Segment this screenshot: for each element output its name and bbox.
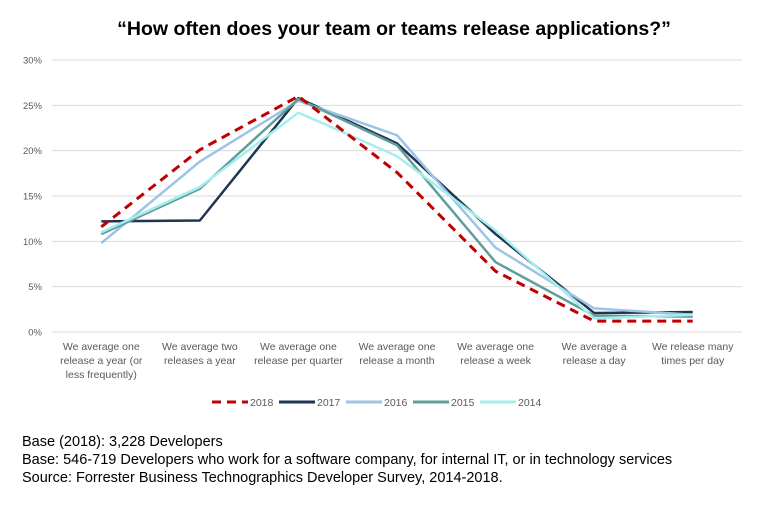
base-note: Base: 546-719 Developers who work for a … <box>22 452 673 468</box>
x-tick-label: We average one release a week <box>457 341 534 367</box>
legend-label-2018: 2018 <box>250 397 274 409</box>
x-tick-label: We average one release a year (or less f… <box>60 341 143 381</box>
series-line-2015 <box>100 97 693 318</box>
y-tick-label: 10% <box>23 237 43 248</box>
chart-title: “How often does your team or teams relea… <box>117 18 671 40</box>
x-tick-label: We average one release per quarter <box>254 341 343 367</box>
y-tick-label: 25% <box>23 101 43 112</box>
series-line-2014 <box>100 111 693 320</box>
x-tick-label: We release many times per day <box>651 341 734 367</box>
series-line-2017 <box>101 96 693 315</box>
chart-notes: Base (2018): 3,228 Developers Base: 546-… <box>22 433 722 487</box>
legend-label-2017: 2017 <box>317 397 341 409</box>
y-tick-label: 20% <box>23 146 43 157</box>
y-tick-label: 30% <box>23 56 43 67</box>
y-tick-label: 5% <box>28 282 42 293</box>
x-tick-label: We average two releases a year <box>162 341 238 367</box>
legend-label-2015: 2015 <box>451 397 475 409</box>
y-tick-label: 15% <box>23 192 43 203</box>
base-note-2018: Base (2018): 3,228 Developers <box>22 434 223 450</box>
legend-label-2016: 2016 <box>384 397 408 409</box>
legend-label-2014: 2014 <box>518 397 542 409</box>
series-line-2018 <box>100 94 693 323</box>
series-line-2016 <box>100 99 693 317</box>
y-tick-label: 0% <box>28 328 42 339</box>
x-tick-label: We average one release a month <box>358 341 436 367</box>
x-tick-label: We average a release a day <box>561 341 627 367</box>
source-note: Source: Forrester Business Technographic… <box>22 470 503 486</box>
